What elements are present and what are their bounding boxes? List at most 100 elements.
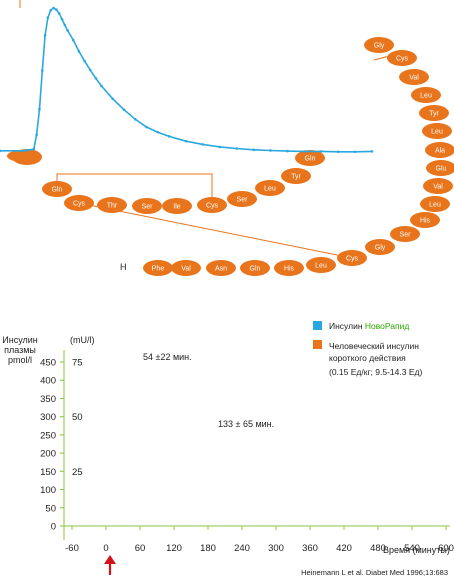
disulfide-bridge-inter: [78, 202, 353, 259]
residue-a13: Leu: [255, 180, 285, 196]
x-tick-label: 360: [302, 543, 318, 554]
data-point: [38, 107, 41, 111]
y2-tick-label: 50: [72, 412, 83, 423]
arrow-head: [104, 555, 116, 564]
data-point: [353, 150, 357, 154]
x-tick-label: 420: [336, 543, 352, 554]
y-tick-label: 0: [51, 522, 56, 533]
data-point: [71, 38, 75, 42]
y-tick-label: 200: [40, 449, 56, 460]
data-point: [319, 150, 323, 153]
residue-bead: [387, 50, 417, 66]
residue-a6: Cys: [64, 195, 94, 211]
x-tick-label: 600: [438, 543, 454, 554]
residue-bead-partial: [7, 150, 39, 162]
legend-novorapid-brand: НовоРапид: [365, 321, 409, 331]
residue-b10: His: [410, 212, 440, 228]
residue-label: Tyr: [429, 111, 439, 118]
residue-b3: Asn: [206, 260, 236, 276]
data-point: [57, 12, 61, 15]
residue-bead: [64, 195, 94, 211]
residue-b17: Leu: [411, 87, 441, 103]
data-point: [52, 6, 55, 10]
residue-bead: [423, 178, 453, 194]
data-point: [156, 130, 160, 134]
residue-bead: [240, 260, 270, 276]
residue-label: Leu: [431, 129, 443, 136]
data-point: [40, 69, 44, 72]
residue-bead: [295, 150, 325, 166]
data-point: [370, 150, 374, 153]
data-point: [60, 17, 64, 21]
annotation-human-insulin-time: 133 ± 65 мин.: [218, 419, 274, 429]
residue-a12: Ser: [227, 191, 257, 207]
data-point: [145, 125, 148, 129]
x-tick-label: -60: [65, 543, 79, 554]
residue-b7: Cys: [337, 250, 367, 266]
chart-axes: [63, 350, 450, 540]
legend-label-novorapid: Инсулин НовоРапид: [329, 321, 409, 331]
residue-b16: Tyr: [419, 105, 449, 121]
data-point: [133, 118, 137, 121]
residue-label: Cys: [396, 56, 409, 63]
residue-bead: [419, 105, 449, 121]
y-tick-label: 250: [40, 430, 56, 441]
data-point: [88, 68, 92, 72]
residue-a5: Gln: [42, 181, 72, 197]
x-tick-label: 240: [234, 543, 250, 554]
residue-bead: [143, 260, 173, 276]
data-point: [43, 33, 47, 37]
x-tick-label: 300: [268, 543, 284, 554]
residue-a14: Tyr: [281, 168, 311, 184]
data-point: [303, 150, 306, 153]
data-point: [122, 108, 126, 112]
y-tick-label: 100: [40, 485, 56, 496]
data-point: [235, 147, 239, 150]
residue-b19: Cys: [387, 50, 417, 66]
x-tick-label: 0: [103, 543, 108, 554]
chart-legend: Инсулин НовоРапид Человеческий инсулин ко…: [313, 321, 422, 377]
residue-label: Phe: [152, 266, 165, 273]
annotation-novorapid-time: 54 ±22 мин.: [143, 352, 192, 362]
residue-label: Asn: [215, 266, 227, 273]
residue-b14: Ala: [425, 142, 454, 158]
residue-b18: Val: [399, 69, 429, 85]
residue-label: Gly: [375, 245, 386, 252]
residue-b1: Phe: [143, 260, 173, 276]
residue-b4: Gln: [240, 260, 270, 276]
residue-b11: Leu: [420, 196, 450, 212]
residue-b8: Gly: [365, 239, 395, 255]
residue-label: Gly: [374, 43, 385, 50]
residue-b2: Val: [171, 260, 201, 276]
residue-bead: [171, 260, 201, 276]
data-point: [218, 145, 222, 149]
residue-label: Cys: [73, 201, 86, 208]
residue-bead: [197, 197, 227, 213]
data-point: [66, 29, 69, 32]
y-tick-labels: 0 50 100 150 200 250 300 350 400 450: [40, 358, 64, 533]
residue-bead: [206, 260, 236, 276]
y-tick-label: 300: [40, 412, 56, 423]
legend-swatch-human-insulin: [313, 340, 322, 349]
y2-tick-label: 75: [72, 358, 83, 369]
residue-label: Ser: [237, 197, 249, 204]
residue-label: Ala: [435, 148, 445, 155]
residue-label: Ser: [400, 232, 412, 239]
y-axis-label: Инсулин плазмы pmol/l: [2, 335, 38, 365]
data-point: [35, 133, 38, 137]
injection-arrow: [104, 555, 116, 575]
residue-b6: Leu: [306, 257, 336, 273]
data-point: [111, 97, 115, 101]
residue-label: Gln: [250, 266, 261, 273]
residue-label: Leu: [429, 202, 441, 209]
residue-bead: [425, 142, 454, 158]
residue-label: Val: [433, 184, 443, 191]
y-tick-label: 400: [40, 376, 56, 387]
residue-label: Leu: [315, 263, 327, 270]
residue-label: Gln: [305, 156, 316, 163]
x-tick-labels: -60 0 60 120 180 240 300 360 420 480 540 600: [65, 526, 454, 554]
residue-label: Val: [181, 266, 191, 273]
series-line-novorapid: [0, 7, 373, 153]
residue-label: Tyr: [291, 174, 301, 181]
